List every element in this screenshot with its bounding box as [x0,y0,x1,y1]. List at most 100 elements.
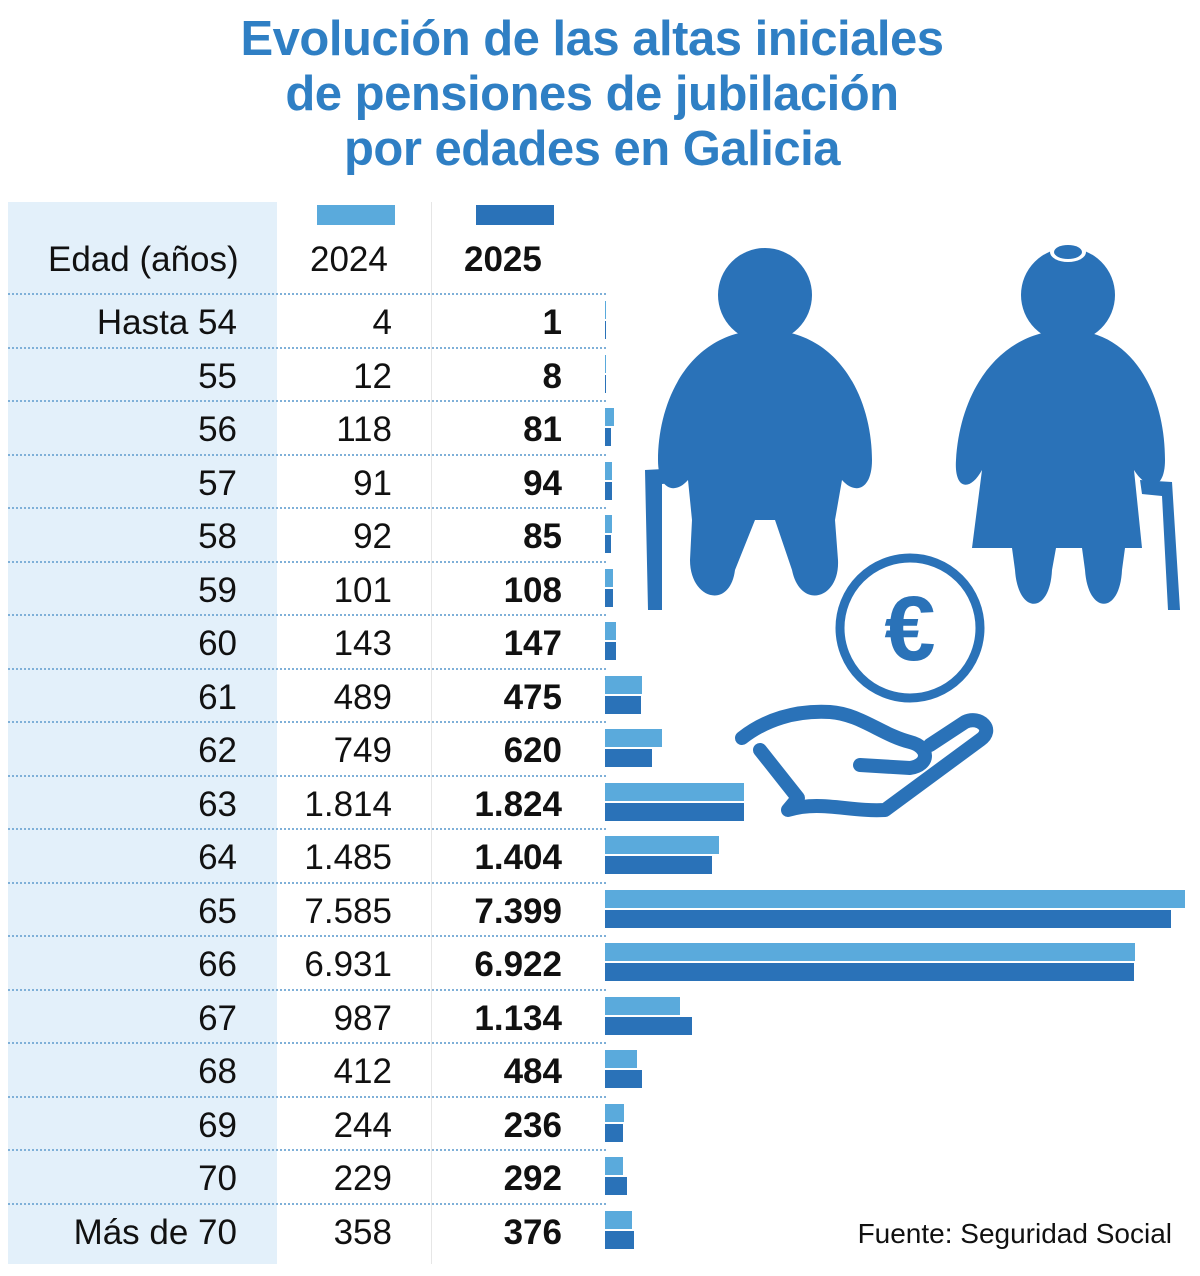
bar-2024 [605,461,612,480]
table-row: Hasta 54 4 1 [8,293,606,349]
value-label-2024: 92 [353,517,392,556]
category-label: 69 [198,1105,237,1145]
table-row: 55 12 8 [8,346,606,403]
bar-2025 [605,856,713,874]
value-label-2025: 1.404 [474,838,562,877]
value-label-2025: 376 [503,1212,562,1252]
value-label-2024: 358 [333,1212,392,1252]
table-row: 65 7.585 7.399 [8,881,606,938]
table-row: 68 412 484 [8,1042,606,1098]
value-label-2025: 1 [542,303,562,342]
category-label: 58 [198,517,237,556]
bar-2024 [605,408,615,426]
value-label-2025: 8 [542,356,562,396]
legend-swatch-2025 [476,205,554,225]
header-2025: 2025 [464,240,542,279]
value-label-2024: 6.931 [304,945,392,984]
category-label: 67 [198,998,237,1038]
category-label: 63 [198,784,237,824]
table-row: 69 244 236 [8,1095,606,1152]
category-label: 66 [198,945,237,984]
bar-2024 [605,1050,637,1068]
value-label-2025: 7.399 [474,891,562,931]
value-label-2025: 94 [523,463,562,503]
column-divider [431,202,432,1264]
bar-2025 [605,802,745,821]
value-label-2024: 118 [336,410,392,449]
value-label-2024: 1.485 [304,838,392,877]
age-column-background [8,202,277,1264]
bar-2025 [605,1123,624,1142]
bar-2024 [605,1103,624,1122]
elderly-woman-icon [955,242,1180,610]
title-line: Evolución de las altas iniciales [240,12,944,66]
bar-2025 [605,1230,634,1249]
value-label-2025: 147 [503,624,562,663]
value-label-2025: 620 [503,731,562,770]
value-label-2025: 292 [503,1159,562,1198]
category-label: 57 [198,463,237,503]
euro-coin-icon: € [835,553,985,703]
table-row: 63 1.814 1.824 [8,774,606,831]
elderly-man-icon [645,248,872,610]
value-label-2024: 229 [333,1159,392,1198]
bar-2024 [605,996,681,1015]
bar-2024 [605,729,663,747]
bar-2024 [605,889,1185,908]
value-label-2024: 143 [333,624,392,663]
illustration: € [645,242,1180,818]
bar-2024 [605,675,643,694]
bar-2025 [605,321,606,339]
source-note: Fuente: Seguridad Social [857,1218,1172,1249]
bar-2024 [605,1157,623,1175]
legend-swatch-2024 [317,205,395,225]
value-label-2024: 489 [333,677,392,717]
category-label: 60 [198,624,237,663]
bar-2025 [605,481,613,500]
bar-2024 [605,622,616,640]
title-line: de pensiones de jubilación [285,67,899,121]
bar-2025 [605,1070,642,1088]
table-row: 61 489 475 [8,667,606,724]
category-label: 70 [198,1159,237,1198]
bar-2025 [605,963,1135,981]
value-label-2024: 412 [333,1052,392,1091]
category-label: 64 [198,838,237,877]
value-label-2025: 6.922 [474,945,562,984]
bar-2024 [605,836,719,854]
bar-2024 [605,515,613,533]
category-label: 61 [198,677,237,717]
bar-2024 [605,943,1135,961]
category-label: 65 [198,891,237,931]
value-label-2025: 81 [523,410,562,449]
value-label-2024: 12 [353,356,392,396]
value-label-2024: 7.585 [304,891,392,931]
bar-2024 [605,301,606,319]
table-row: 56 118 81 [8,400,606,456]
bar-2025 [605,535,612,553]
table-row: 57 91 94 [8,453,606,510]
category-label: 56 [198,410,237,449]
category-label: 55 [198,356,237,396]
bar-2024 [605,568,613,587]
table-row: 60 143 147 [8,614,606,670]
table-row: Más de 70 358 376 [8,1202,606,1259]
value-label-2025: 484 [503,1052,562,1091]
bar-2025 [605,695,642,714]
svg-text:€: € [884,578,935,680]
bar-2025 [605,909,1171,928]
value-label-2025: 108 [503,570,562,610]
value-label-2024: 1.814 [304,784,392,824]
category-label: 59 [198,570,237,610]
bar-2025 [605,374,606,393]
header-age: Edad (años) [48,240,239,279]
open-hand-icon [735,704,994,818]
bar-2024 [605,782,744,801]
value-label-2024: 749 [333,731,392,770]
chart-title: Evolución de las altas iniciales de pens… [0,12,1184,177]
value-label-2024: 987 [333,998,392,1038]
table-row: 59 101 108 [8,560,606,617]
value-label-2024: 4 [372,303,392,342]
value-label-2025: 85 [523,517,562,556]
bar-2025 [605,428,612,446]
